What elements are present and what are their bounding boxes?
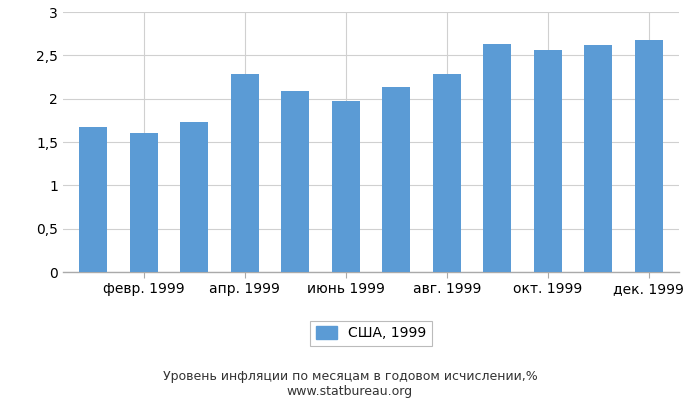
Bar [332,101,360,272]
Bar [231,74,259,272]
Bar [433,74,461,272]
Bar [181,122,208,272]
Bar [79,127,107,272]
Bar [635,40,663,272]
Bar [483,44,511,272]
Bar [130,133,158,272]
Bar [584,45,612,272]
Legend: США, 1999: США, 1999 [310,320,432,346]
Bar [382,87,410,272]
Bar [281,91,309,272]
Text: Уровень инфляции по месяцам в годовом исчислении,%
www.statbureau.org: Уровень инфляции по месяцам в годовом ис… [162,370,538,398]
Bar [534,50,561,272]
